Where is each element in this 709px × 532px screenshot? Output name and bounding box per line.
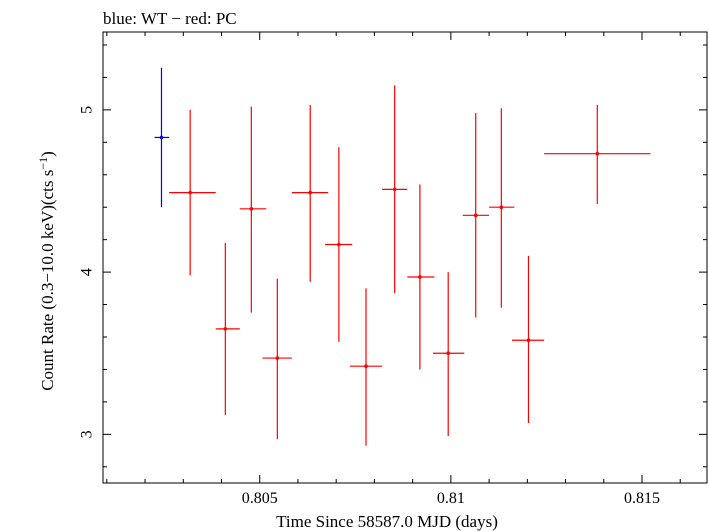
x-tick-label: 0.815: [624, 490, 660, 507]
data-marker: [364, 364, 368, 368]
data-point-PC: [215, 242, 240, 415]
data-marker: [159, 135, 164, 140]
plot-frame: [102, 31, 708, 484]
data-point-PC: [407, 184, 435, 370]
data-marker: [275, 356, 280, 360]
data-point-PC: [325, 147, 353, 342]
axis-ticks: 0.805 0.81 0.815 3 4 5: [79, 32, 707, 507]
data-marker: [308, 190, 312, 195]
chart-title: blue: WT − red: PC: [103, 9, 237, 28]
data-marker: [337, 242, 341, 247]
data-point-PC: [382, 85, 408, 294]
data-marker: [223, 327, 228, 331]
data-point-PC: [239, 106, 267, 313]
data-point-WT: [154, 67, 170, 208]
data-marker: [188, 190, 192, 195]
data-point-PC: [544, 105, 651, 204]
y-axis-label-main: Count Rate (0.3−10.0 keV)(cts s: [38, 170, 57, 391]
x-tick-label: 0.805: [242, 490, 278, 507]
data-marker: [499, 205, 504, 210]
data-point-PC: [262, 278, 292, 440]
data-series: [154, 67, 651, 446]
data-marker: [595, 151, 600, 156]
data-marker: [446, 351, 450, 356]
y-axis-label: Count Rate (0.3−10.0 keV)(cts s−1): [36, 151, 57, 391]
y-axis-label-close: ): [38, 151, 57, 157]
y-tick-label: 5: [79, 106, 96, 114]
data-point-PC: [512, 255, 545, 423]
data-point-PC: [169, 109, 216, 276]
data-point-PC: [489, 108, 515, 308]
data-point-PC: [291, 105, 329, 282]
y-axis-label-sup: −1: [36, 157, 50, 170]
x-axis-label: Time Since 58587.0 MJD (days): [276, 512, 498, 531]
data-marker: [473, 213, 478, 218]
data-point-PC: [349, 288, 383, 446]
data-point-PC: [462, 113, 490, 318]
y-tick-label: 3: [79, 430, 96, 438]
x-tick-label: 0.81: [437, 490, 465, 507]
data-marker: [249, 207, 254, 211]
data-marker: [418, 275, 422, 279]
data-marker: [392, 187, 397, 192]
data-point-PC: [432, 272, 465, 436]
y-tick-label: 4: [79, 268, 96, 276]
data-marker: [526, 338, 531, 343]
